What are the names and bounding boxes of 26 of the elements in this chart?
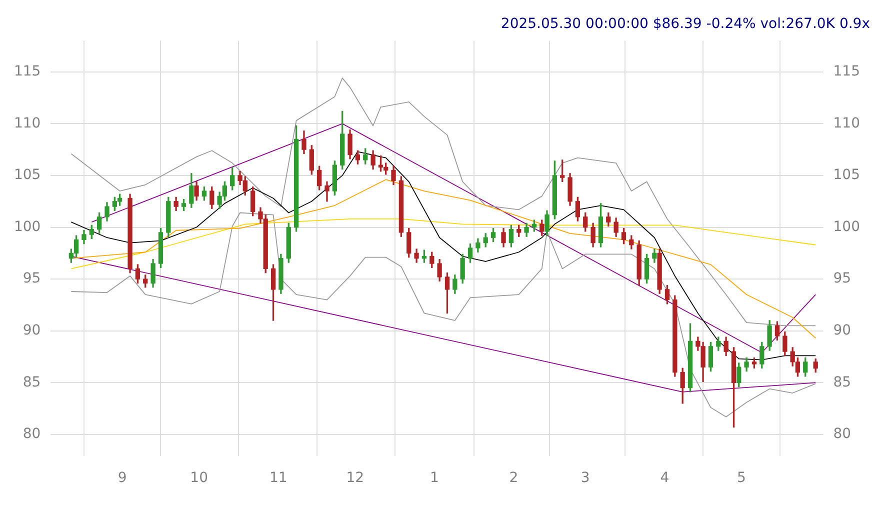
x-tick-label: 2 — [509, 470, 518, 486]
x-tick-label: 3 — [580, 470, 590, 486]
y2-tick-label: 105 — [833, 167, 860, 184]
x-tick-label: 11 — [269, 470, 288, 486]
y2-tick-label: 85 — [833, 374, 852, 390]
y-tick-label: 95 — [22, 270, 41, 287]
y2-tick-label: 80 — [833, 426, 852, 442]
y-tick-label: 85 — [22, 374, 41, 390]
y2-tick-label: 110 — [833, 115, 860, 132]
x-tick-label: 5 — [736, 470, 746, 486]
y-tick-label: 110 — [14, 115, 41, 132]
x-tick-label: 4 — [660, 470, 670, 486]
y2-tick-label: 115 — [833, 64, 860, 80]
x-tick-label: 12 — [346, 470, 364, 486]
x-tick-label: 9 — [118, 470, 127, 486]
x-tick-label: 1 — [430, 470, 439, 486]
y2-tick-label: 90 — [833, 322, 852, 338]
y-tick-label: 80 — [22, 426, 41, 442]
y2-tick-label: 100 — [833, 218, 860, 235]
y-tick-label: 90 — [22, 322, 41, 338]
x-tick-label: 10 — [190, 470, 208, 486]
y-tick-label: 115 — [14, 64, 41, 80]
y-tick-label: 105 — [14, 167, 41, 184]
chart-title: 2025.05.30 00:00:00 $86.39 -0.24% vol:267.0K 0.9x — [500, 16, 870, 32]
y2-tick-label: 95 — [833, 270, 852, 287]
y-tick-label: 100 — [14, 218, 41, 235]
